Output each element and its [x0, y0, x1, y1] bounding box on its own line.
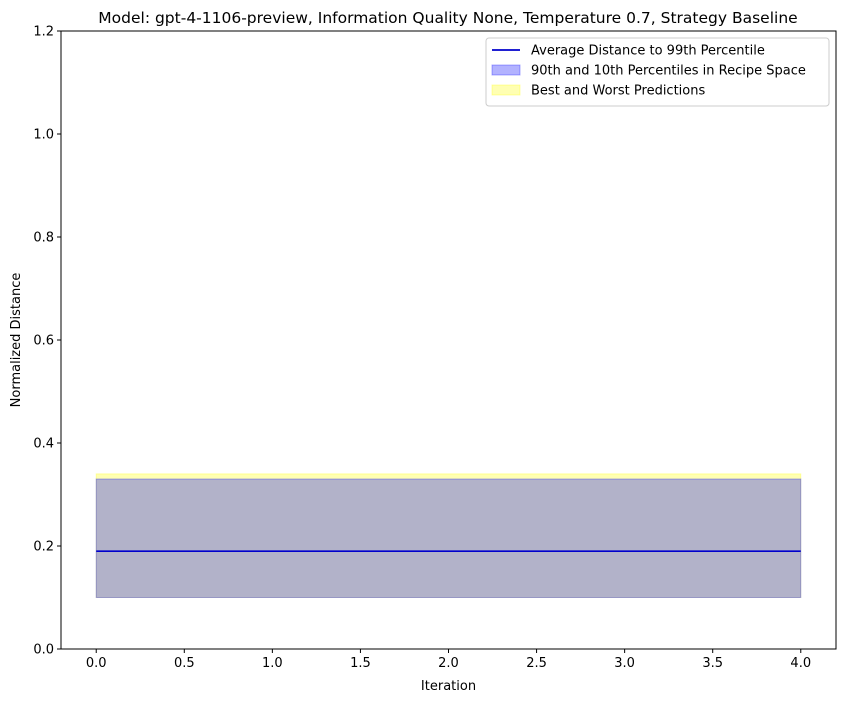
x-tick-label: 1.5 [350, 656, 371, 671]
x-axis-label: Iteration [421, 679, 476, 694]
y-tick-label: 0.6 [33, 334, 54, 349]
legend-swatch-best-worst-band [491, 84, 521, 96]
x-tick-label: 2.0 [438, 656, 459, 671]
percentile-band [95, 478, 802, 598]
x-tick-label: 2.5 [526, 656, 547, 671]
best-worst-band [95, 473, 802, 598]
legend-swatch-percentile-band [491, 64, 521, 76]
legend-label-average-distance: Average Distance to 99th Percentile [531, 44, 765, 59]
chart-title: Model: gpt-4-1106-preview, Information Q… [98, 9, 797, 27]
x-tick-label: 0.0 [86, 656, 107, 671]
x-tick-label: 4.0 [790, 656, 811, 671]
x-axis: 0.0 0.5 1.0 1.5 2.0 2.5 3.0 3.5 4.0 [86, 649, 811, 671]
x-tick-label: 1.0 [262, 656, 283, 671]
y-axis-label: Normalized Distance [9, 273, 24, 408]
y-tick-label: 0.4 [33, 437, 54, 452]
bands [95, 473, 802, 598]
legend-box [485, 37, 830, 107]
y-axis: 0.0 0.2 0.4 0.6 0.8 1.0 1.2 [33, 25, 61, 658]
x-tick-label: 0.5 [174, 656, 195, 671]
legend-label-percentile-band: 90th and 10th Percentiles in Recipe Spac… [531, 64, 806, 79]
x-tick-label: 3.5 [702, 656, 723, 671]
legend: Average Distance to 99th Percentile 90th … [485, 37, 830, 107]
y-tick-label: 0.2 [33, 540, 54, 555]
y-tick-label: 1.0 [33, 128, 54, 143]
y-tick-label: 0.0 [33, 643, 54, 658]
x-tick-label: 3.0 [614, 656, 635, 671]
legend-label-best-worst-band: Best and Worst Predictions [531, 84, 705, 99]
y-tick-label: 1.2 [33, 25, 54, 40]
y-tick-label: 0.8 [33, 231, 54, 246]
plot-area [60, 30, 837, 650]
